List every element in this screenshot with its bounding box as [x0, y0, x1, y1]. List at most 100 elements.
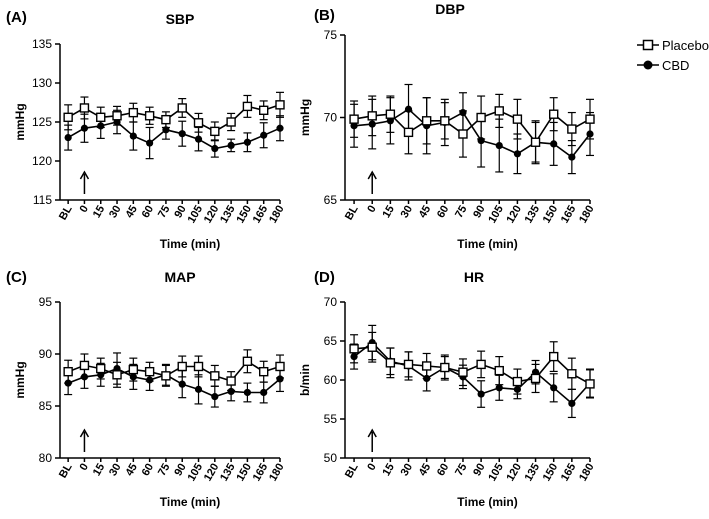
data-point-square [349, 344, 359, 354]
data-point-circle [260, 388, 268, 397]
y-tick-label: 75 [324, 28, 338, 42]
data-point-square [112, 370, 122, 380]
data-point-circle [194, 135, 203, 143]
y-tick-label: 70 [324, 295, 338, 309]
y-tick-label: 95 [39, 295, 53, 309]
data-point-square [63, 112, 73, 123]
x-tick-label: 0 [78, 462, 91, 473]
legend-placebo-label: Placebo [662, 38, 709, 53]
x-axis-label: Time (min) [457, 237, 517, 251]
chart-title: MAP [164, 269, 195, 285]
x-tick-label: 90 [172, 204, 189, 221]
data-point-circle [178, 380, 186, 388]
data-point-circle [129, 132, 137, 140]
x-tick-label: 60 [435, 204, 452, 221]
data-point-circle [568, 153, 576, 161]
data-point-square [144, 366, 155, 377]
data-point-square [128, 107, 139, 118]
y-tick-label: 125 [32, 115, 52, 129]
panel-label: (D) [314, 269, 335, 286]
data-point-circle [243, 388, 252, 397]
y-tick-label: 115 [33, 193, 52, 207]
data-point-square [530, 137, 541, 147]
data-point-square [421, 116, 432, 126]
y-tick-label: 55 [324, 412, 338, 426]
data-point-circle [211, 144, 219, 153]
data-point-square [226, 376, 236, 386]
x-tick-label: 0 [365, 204, 378, 215]
data-point-square [403, 127, 414, 138]
data-point-square [79, 103, 90, 113]
x-tick-label: 0 [365, 462, 378, 473]
x-axis-label: Time (min) [160, 495, 220, 509]
data-point-square [177, 361, 187, 372]
y-tick-label: 135 [32, 37, 52, 51]
y-axis-label: mmHg [298, 99, 312, 136]
x-tick-label: 15 [380, 204, 397, 221]
x-tick-label: 45 [123, 462, 140, 479]
data-point-circle [211, 393, 219, 401]
x-tick-label: 30 [399, 204, 416, 221]
data-point-circle [260, 131, 268, 139]
x-axis-label: Time (min) [457, 495, 517, 509]
data-point-square [512, 376, 523, 387]
legend-cbd-marker [643, 60, 653, 70]
x-tick-label: 75 [156, 462, 173, 479]
x-tick-label: 15 [91, 462, 108, 479]
y-tick-label: 60 [324, 373, 338, 387]
y-tick-label: 120 [32, 154, 52, 168]
data-point-circle [477, 390, 485, 398]
x-tick-label: 30 [107, 204, 124, 221]
y-tick-label: 70 [324, 111, 338, 125]
series-placebo [349, 331, 595, 399]
data-point-circle [80, 124, 89, 132]
dose-arrow-head [367, 428, 377, 438]
data-point-circle [276, 375, 284, 383]
y-tick-label: 85 [39, 399, 53, 413]
data-point-square [440, 362, 450, 373]
series-placebo [349, 93, 595, 163]
y-axis-label: b/min [298, 364, 312, 396]
data-point-square [275, 361, 285, 372]
data-point-square [549, 109, 559, 119]
data-point-square [177, 103, 187, 113]
x-tick-label: 90 [172, 462, 189, 479]
dose-arrow-head [79, 170, 90, 180]
x-tick-label: 45 [123, 204, 140, 221]
data-point-square [385, 109, 396, 119]
data-point-circle [495, 384, 503, 392]
y-axis-label: mmHg [13, 361, 27, 398]
data-point-square [128, 364, 139, 375]
data-point-square [259, 105, 269, 116]
x-tick-label: 30 [399, 462, 416, 479]
x-tick-label: 75 [156, 204, 173, 221]
y-tick-label: 90 [39, 347, 53, 361]
data-point-square [567, 369, 577, 379]
dose-arrow-head [367, 170, 377, 180]
data-point-square [226, 117, 236, 127]
data-point-square [367, 342, 377, 352]
x-tick-label: 90 [471, 204, 488, 221]
data-point-circle [568, 399, 576, 407]
data-point-circle [194, 385, 203, 393]
data-point-circle [64, 134, 72, 142]
data-point-square [458, 129, 468, 139]
data-point-circle [550, 384, 558, 392]
y-tick-label: 65 [324, 193, 338, 207]
data-point-circle [178, 130, 186, 138]
x-axis-label: Time (min) [160, 237, 220, 251]
x-tick-label: 0 [78, 204, 91, 215]
data-point-square [476, 112, 486, 123]
data-point-square [210, 371, 220, 381]
data-point-square [349, 114, 359, 124]
chart-title: DBP [435, 1, 465, 17]
data-point-square [210, 126, 220, 137]
data-point-square [549, 351, 559, 362]
data-point-square [585, 379, 595, 389]
data-point-square [385, 358, 396, 368]
data-point-square [112, 111, 122, 121]
data-point-square [79, 360, 90, 371]
x-tick-label: 75 [453, 204, 470, 221]
x-tick-label: 75 [453, 462, 470, 479]
